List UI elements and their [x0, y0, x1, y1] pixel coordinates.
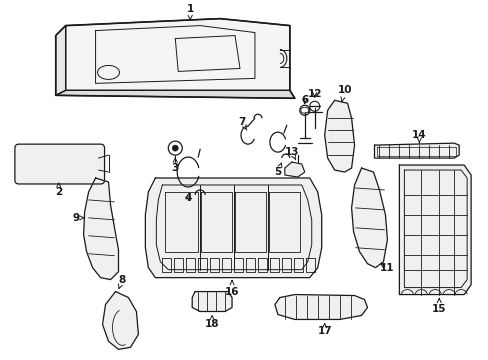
Polygon shape: [56, 26, 65, 95]
Polygon shape: [399, 165, 470, 294]
Text: 10: 10: [337, 85, 351, 102]
Text: 5: 5: [274, 163, 281, 177]
Text: 16: 16: [224, 280, 239, 297]
Polygon shape: [65, 19, 289, 90]
Text: 1: 1: [186, 4, 193, 20]
Polygon shape: [145, 178, 321, 278]
Polygon shape: [83, 178, 118, 280]
Text: 17: 17: [317, 323, 331, 336]
Polygon shape: [56, 90, 294, 98]
FancyBboxPatch shape: [15, 144, 104, 184]
Text: 18: 18: [204, 316, 219, 329]
Text: 3: 3: [171, 157, 179, 173]
Polygon shape: [274, 294, 367, 319]
Polygon shape: [285, 162, 304, 177]
Text: 14: 14: [411, 130, 426, 143]
Text: 9: 9: [72, 213, 84, 223]
Text: 7: 7: [238, 117, 246, 130]
Text: 8: 8: [118, 275, 126, 289]
Text: 4: 4: [184, 193, 191, 203]
Text: 2: 2: [55, 183, 62, 197]
Polygon shape: [374, 143, 458, 158]
Text: 11: 11: [379, 263, 394, 273]
Text: 12: 12: [307, 89, 321, 99]
Circle shape: [172, 145, 178, 151]
Polygon shape: [102, 292, 138, 349]
Polygon shape: [351, 168, 386, 268]
Text: 13: 13: [284, 147, 299, 160]
Polygon shape: [192, 292, 232, 311]
Text: 15: 15: [431, 298, 446, 315]
Polygon shape: [324, 100, 354, 172]
Text: 6: 6: [301, 95, 308, 105]
